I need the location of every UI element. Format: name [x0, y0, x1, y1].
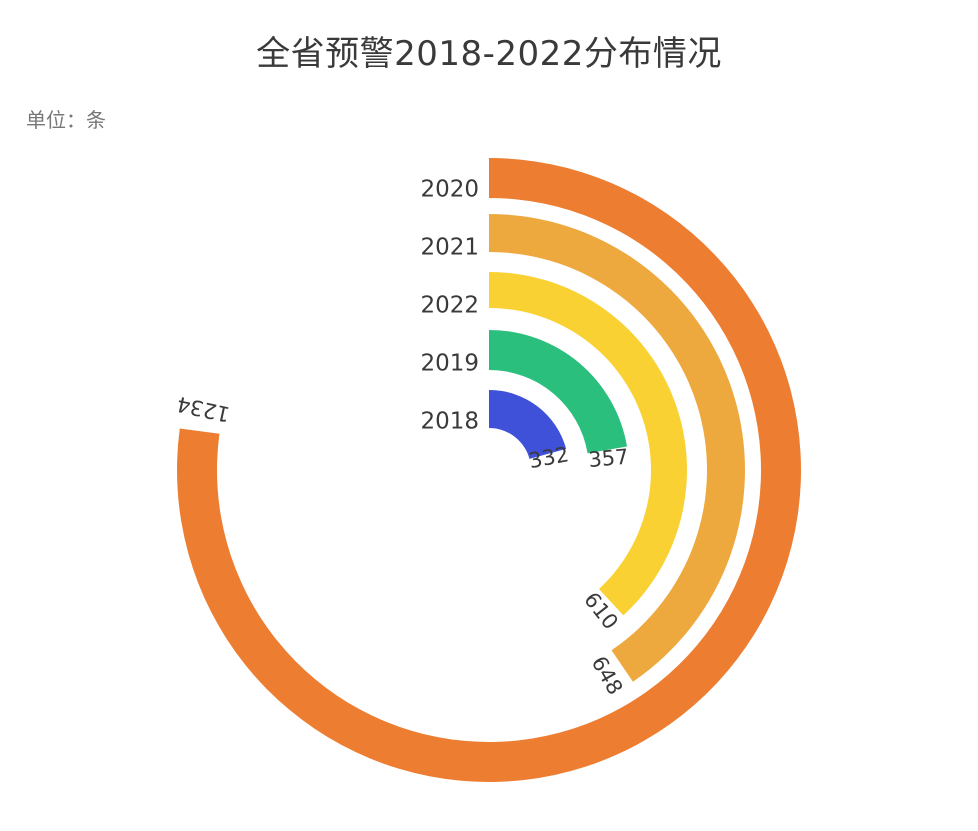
category-label-2018: 2018	[420, 409, 479, 435]
category-label-2022: 2022	[420, 293, 479, 319]
category-label-2020: 2020	[420, 177, 479, 203]
bar-2018	[489, 390, 567, 459]
category-label-2021: 2021	[420, 235, 479, 261]
unit-label: 单位：条	[26, 108, 106, 132]
value-label-2019: 357	[587, 445, 629, 472]
category-label-2019: 2019	[420, 351, 479, 377]
bar-2021	[489, 214, 745, 682]
value-label-2020: 1234	[175, 392, 232, 427]
chart-title: 全省预警2018-2022分布情况	[256, 34, 722, 74]
bar-2022	[489, 272, 687, 616]
bar-2019	[489, 330, 628, 454]
bars-group	[176, 158, 802, 782]
